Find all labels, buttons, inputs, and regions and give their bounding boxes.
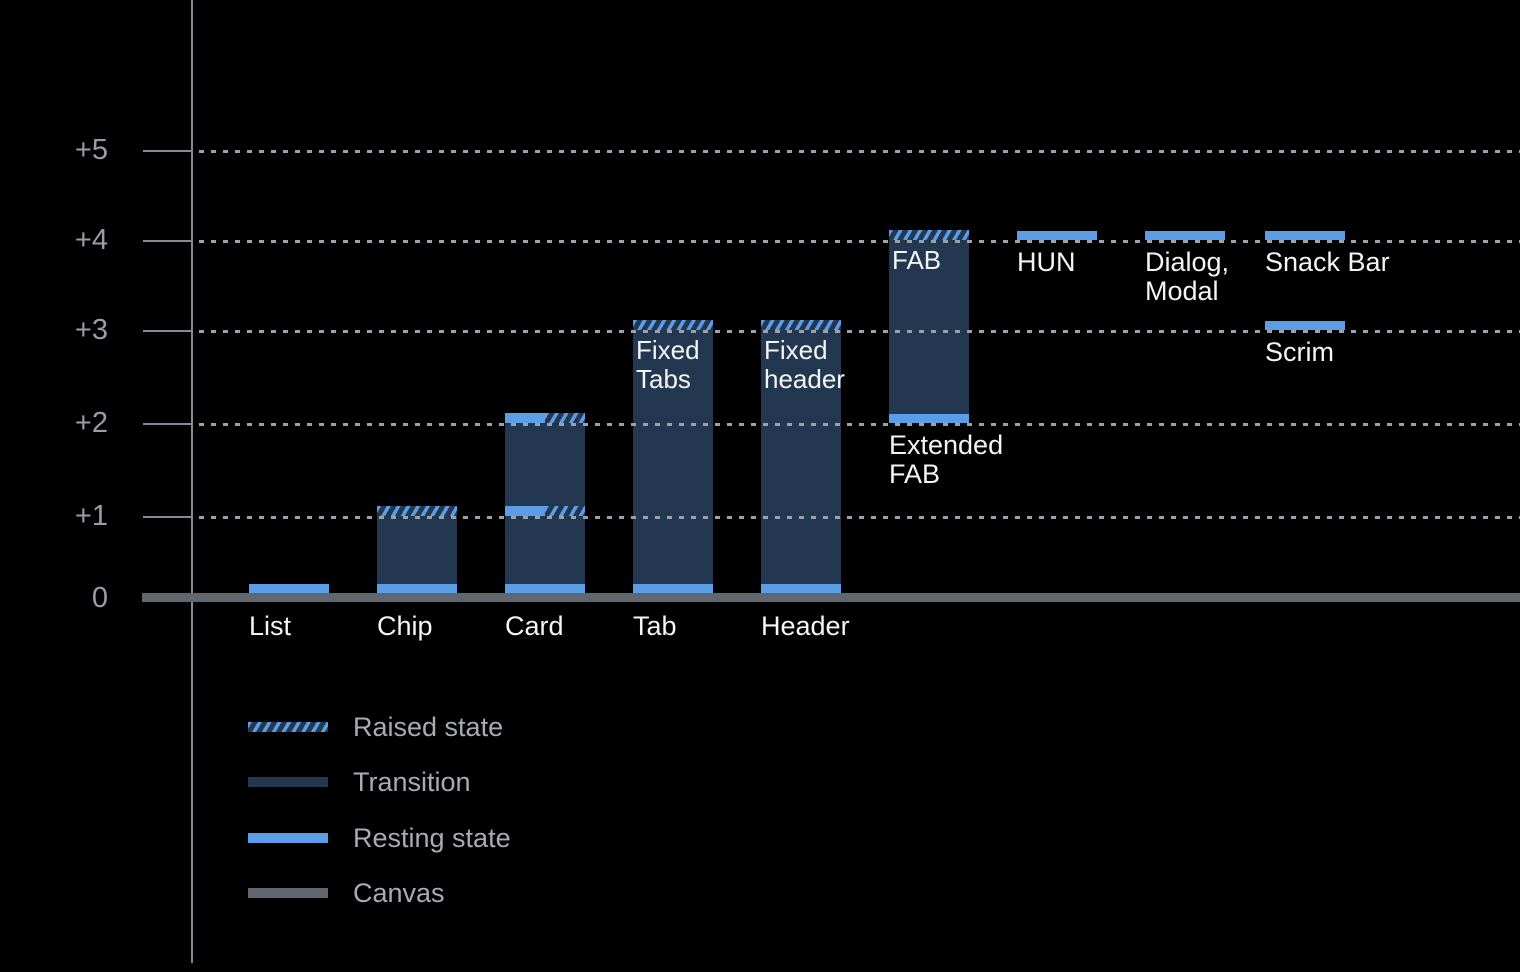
y-axis-label-1: +1 (74, 500, 108, 532)
bar-resting-scrim-3 (1265, 321, 1345, 330)
y-axis-tick-3 (143, 330, 191, 332)
y-axis-tick-2 (143, 423, 191, 425)
legend-swatch-transition (248, 777, 328, 787)
legend-item-resting: Resting state (248, 823, 511, 853)
legend-swatch-raised (248, 722, 328, 732)
gridline-level-5 (199, 150, 1520, 153)
legend-swatch-canvas (248, 888, 328, 898)
bar-resting-dialog-modal-4 (1145, 231, 1225, 240)
gridline-level-4 (199, 240, 1520, 243)
bar-transition-tab (633, 330, 713, 584)
bar-inner-label-extended-fab: FAB (892, 245, 942, 275)
bar-resting-list-0 (249, 584, 329, 593)
bar-label-snack-bar: Snack Bar (1265, 247, 1390, 277)
y-axis-label-2: +2 (74, 407, 108, 439)
bar-resting-chip-0 (377, 584, 457, 593)
gridline-level-3 (199, 330, 1520, 333)
bar-resting-hun-4 (1017, 231, 1097, 240)
bar-resting-half-card-1 (505, 506, 545, 516)
bar-label-chip: Chip (377, 611, 433, 641)
bar-label-dialog-modal: Dialog, Modal (1145, 247, 1230, 306)
bar-raised-header (761, 320, 841, 330)
bar-inner-label-header: Fixed header (764, 335, 845, 394)
bar-transition-chip (377, 516, 457, 584)
legend-label-raised: Raised state (353, 711, 504, 742)
bar-transition-card (505, 423, 585, 584)
bar-label-scrim: Scrim (1265, 337, 1334, 367)
bar-resting-extended-fab-2 (889, 414, 969, 423)
bar-raised-chip (377, 506, 457, 516)
legend-label-canvas: Canvas (353, 877, 445, 908)
legend-swatch-resting (248, 833, 328, 843)
bar-transition-header (761, 330, 841, 584)
bar-label-extended-fab: Extended FAB (889, 430, 1004, 489)
bar-inner-label-tab: Fixed Tabs (636, 335, 700, 394)
y-axis-line (191, 0, 193, 963)
y-axis-tick-5 (143, 150, 191, 152)
legend-item-raised: Raised state (248, 712, 503, 742)
legend-item-canvas: Canvas (248, 878, 445, 908)
y-axis-label-4: +4 (74, 224, 108, 256)
bar-resting-header-0 (761, 584, 841, 593)
bar-raised-tab (633, 320, 713, 330)
legend-item-transition: Transition (248, 767, 471, 797)
bar-label-card: Card (505, 611, 564, 641)
bar-raised-half-card-2 (545, 413, 585, 423)
y-axis-tick-4 (143, 240, 191, 242)
bar-raised-extended-fab (889, 230, 969, 240)
y-axis-label-3: +3 (74, 314, 108, 346)
gridline-level-2 (199, 423, 1520, 426)
bar-resting-half-card-2 (505, 413, 545, 423)
bar-label-tab: Tab (633, 611, 677, 641)
y-axis-label-5: +5 (74, 134, 108, 166)
y-axis-tick-1 (143, 516, 191, 518)
bar-transition-extended-fab (889, 240, 969, 414)
legend-label-resting: Resting state (353, 822, 511, 853)
bar-label-hun: HUN (1017, 247, 1076, 277)
bar-resting-tab-0 (633, 584, 713, 593)
legend-label-transition: Transition (353, 766, 471, 797)
bar-label-header: Header (761, 611, 850, 641)
y-axis-label-0: 0 (91, 582, 108, 614)
bar-resting-card-0 (505, 584, 585, 593)
gridline-level-1 (199, 516, 1520, 519)
bar-resting-snack-bar-4 (1265, 231, 1345, 240)
bar-raised-half-card-1 (545, 506, 585, 516)
bar-label-list: List (249, 611, 292, 641)
canvas-baseline (142, 593, 1520, 602)
